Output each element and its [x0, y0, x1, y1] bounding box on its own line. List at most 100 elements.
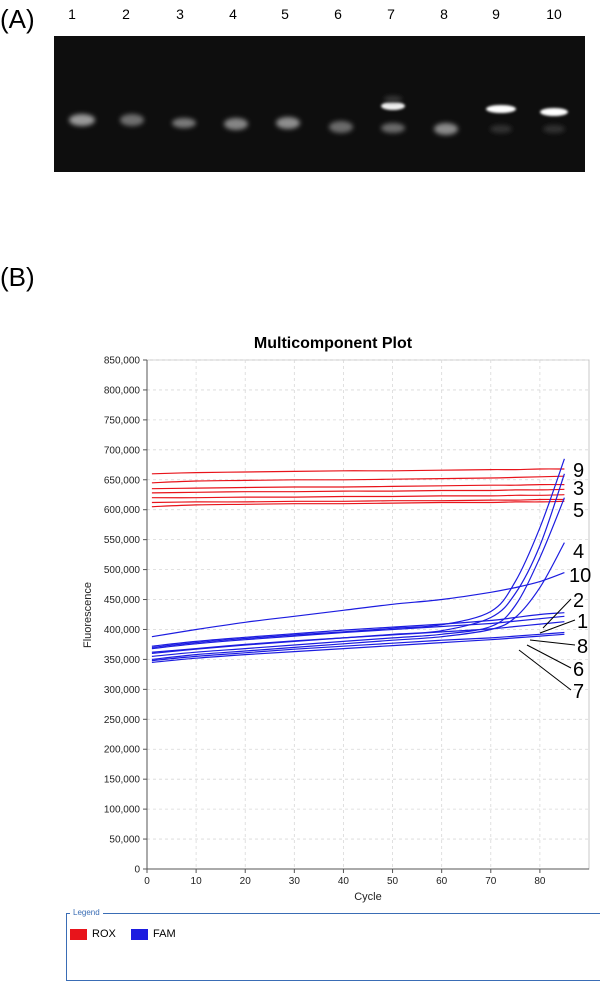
x-axis-label: Cycle [354, 891, 382, 903]
y-tick-label: 600,000 [104, 505, 141, 516]
annotation-leader [518, 649, 572, 691]
series-line-rox [151, 483, 565, 490]
lane-number: 3 [176, 6, 184, 22]
legend-item-fam: FAM [131, 928, 176, 940]
curve-annotation: 8 [577, 636, 588, 658]
annotation-leader [526, 644, 572, 669]
gel-image [54, 36, 585, 172]
x-tick-label: 20 [240, 876, 252, 887]
annotation-layer: 935 410 21 867 [518, 460, 591, 703]
series-line-rox [151, 500, 565, 508]
panel-b-label: (B) [0, 262, 35, 292]
series-line-fam [151, 497, 565, 657]
curve-annotation: 2 [573, 590, 584, 612]
lane-number: 4 [229, 6, 237, 22]
annotation-leader [529, 639, 576, 646]
grid [146, 359, 590, 870]
gel-band [540, 108, 568, 116]
y-tick-label: 700,000 [104, 445, 141, 456]
y-tick-label: 750,000 [104, 415, 141, 426]
x-tick-label: 30 [289, 876, 301, 887]
x-tick-label: 60 [436, 876, 448, 887]
y-tick-label: 200,000 [104, 745, 141, 756]
lane-number: 5 [281, 6, 289, 22]
series-line-rox [151, 468, 565, 475]
curve-annotation: 5 [573, 500, 584, 522]
gel-band [172, 118, 196, 128]
fam-swatch [131, 928, 148, 940]
gel-band [543, 125, 565, 133]
series-line-rox [151, 498, 565, 504]
y-tick-label: 0 [134, 865, 140, 876]
y-tick-label: 400,000 [104, 625, 141, 636]
gel-band [69, 114, 95, 126]
legend-title: Legend [70, 908, 103, 917]
x-tick-label: 80 [534, 876, 546, 887]
series-line-rox [151, 488, 565, 494]
annotation-leader [542, 598, 572, 629]
legend-box [66, 913, 600, 981]
curve-annotation: 4 [573, 541, 584, 563]
gel-band [381, 102, 405, 110]
x-tick-label: 10 [191, 876, 203, 887]
lane-number: 9 [492, 6, 500, 22]
curve-annotation: 3 [573, 478, 584, 500]
y-axis-label: Fluorescence [82, 582, 94, 648]
curve-annotation: 9 [573, 460, 584, 482]
chart-title: Multicomponent Plot [254, 335, 413, 352]
lane-number: 10 [546, 6, 562, 22]
curve-annotation: 7 [573, 681, 584, 703]
gel-band [329, 121, 353, 133]
legend-label: ROX [92, 928, 116, 940]
series-line-fam [151, 458, 565, 648]
y-tick-label: 450,000 [104, 595, 141, 606]
series-line-fam [151, 633, 565, 663]
series-line-fam [151, 615, 565, 650]
y-tick-label: 500,000 [104, 565, 141, 576]
panel-a-label: (A) [0, 4, 35, 34]
y-tick-label: 800,000 [104, 385, 141, 396]
y-tick-label: 350,000 [104, 655, 141, 666]
y-tick-label: 300,000 [104, 685, 141, 696]
series-line-rox [151, 494, 565, 499]
y-tick-label: 100,000 [104, 805, 141, 816]
gel-band [120, 114, 144, 126]
y-tick-label: 850,000 [104, 356, 141, 367]
curve-annotation: 1 [577, 611, 588, 633]
series-line-fam [151, 572, 565, 638]
y-tick-label: 650,000 [104, 475, 141, 486]
y-tick-label: 150,000 [104, 775, 141, 786]
multicomponent-chart: Multicomponent Plot 0 50,000 100,000 150,00… [82, 335, 591, 903]
axes: 0 50,000 100,000 150,000 200,000 250,000 300,0… [104, 356, 589, 887]
gel-band [490, 125, 512, 133]
series-layer [151, 458, 565, 663]
x-tick-label: 0 [144, 876, 150, 887]
y-tick-label: 50,000 [109, 835, 140, 846]
gel-band [276, 117, 300, 129]
gel-band [486, 105, 516, 113]
y-tick-label: 250,000 [104, 715, 141, 726]
gel-band [224, 118, 248, 130]
y-tick-label: 550,000 [104, 535, 141, 546]
legend-label: FAM [153, 928, 176, 940]
series-line-fam [151, 621, 565, 654]
series-line-fam [151, 612, 565, 647]
lane-number: 2 [122, 6, 130, 22]
series-line-fam [151, 542, 565, 660]
annotation-leader [539, 619, 576, 634]
x-tick-label: 50 [387, 876, 399, 887]
series-line-fam [151, 631, 565, 662]
lane-number: 8 [440, 6, 448, 22]
lane-number: 6 [334, 6, 342, 22]
curve-annotation: 10 [569, 565, 591, 587]
gel-band [434, 123, 458, 135]
x-tick-label: 70 [485, 876, 497, 887]
series-line-rox [151, 475, 565, 484]
legend-item-rox: ROX [70, 928, 116, 940]
lane-number: 7 [387, 6, 395, 22]
gel-band [384, 96, 402, 102]
x-tick-label: 40 [338, 876, 350, 887]
plot-area [146, 359, 590, 870]
curve-annotation: 6 [573, 659, 584, 681]
gel-band [381, 123, 405, 133]
